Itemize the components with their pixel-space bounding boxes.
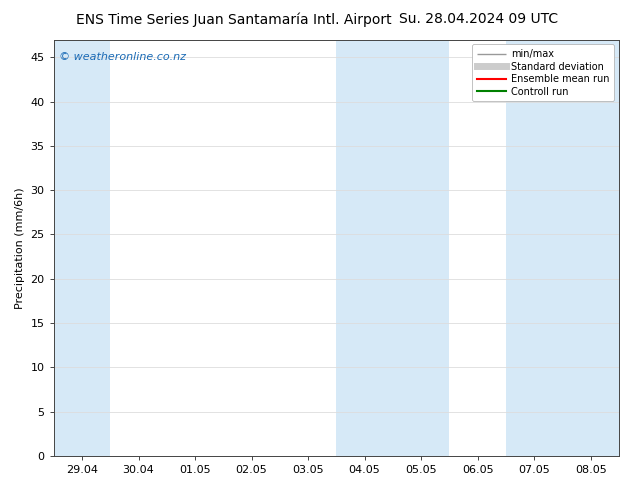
Legend: min/max, Standard deviation, Ensemble mean run, Controll run: min/max, Standard deviation, Ensemble me… bbox=[472, 45, 614, 101]
Bar bbox=[506, 40, 562, 456]
Bar bbox=[393, 40, 450, 456]
Y-axis label: Precipitation (mm/6h): Precipitation (mm/6h) bbox=[15, 187, 25, 309]
Text: © weatheronline.co.nz: © weatheronline.co.nz bbox=[60, 52, 186, 62]
Text: ENS Time Series Juan Santamaría Intl. Airport: ENS Time Series Juan Santamaría Intl. Ai… bbox=[76, 12, 392, 27]
Text: Su. 28.04.2024 09 UTC: Su. 28.04.2024 09 UTC bbox=[399, 12, 558, 26]
Bar bbox=[562, 40, 619, 456]
Bar bbox=[337, 40, 393, 456]
Bar bbox=[54, 40, 110, 456]
